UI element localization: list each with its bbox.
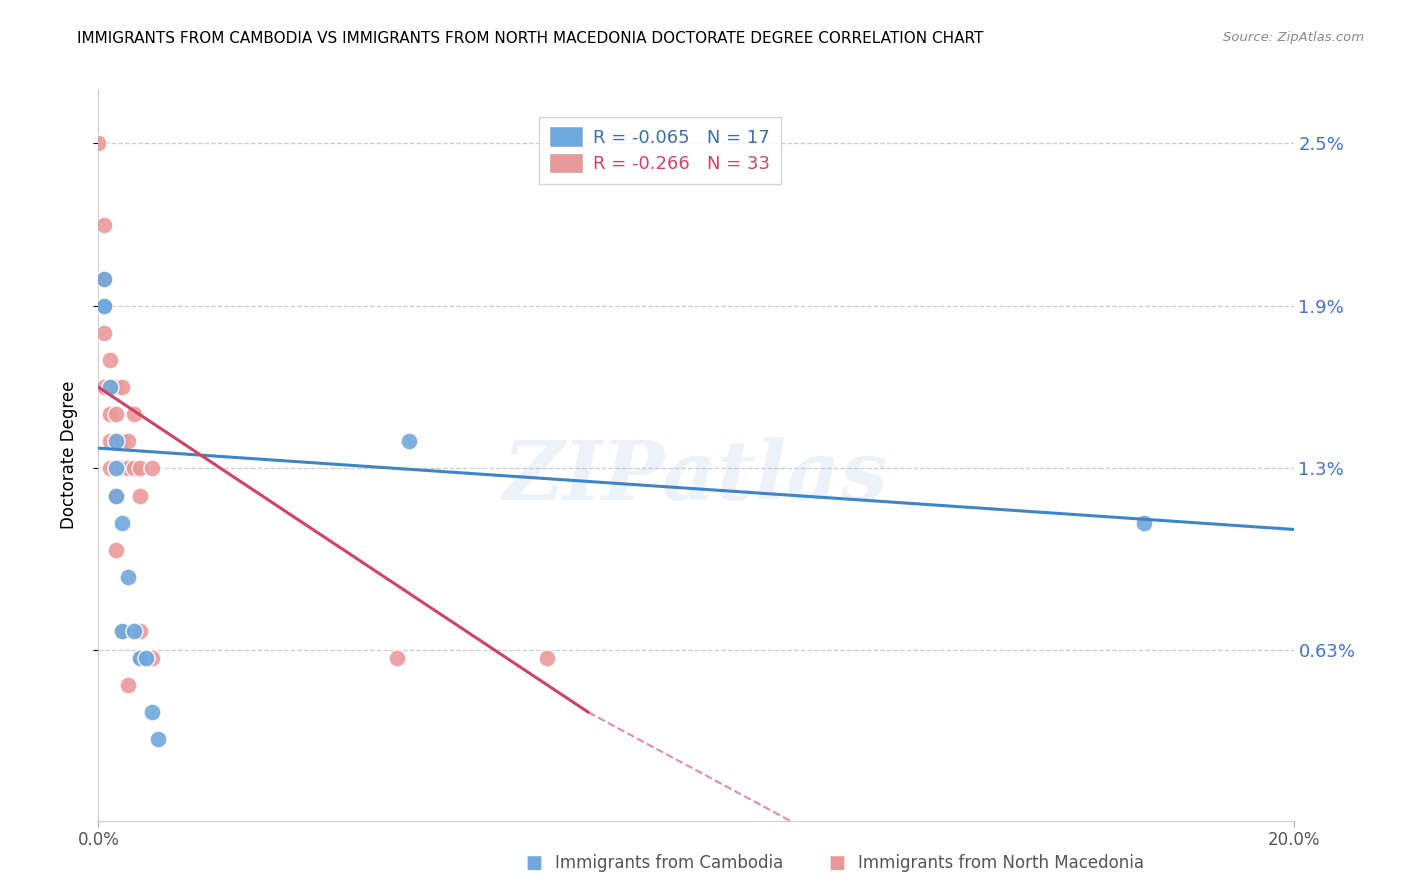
Point [105,542,128,557]
Text: ZIPatlas: ZIPatlas [503,437,889,516]
Point [129,651,152,665]
Point [98,461,122,475]
Point [111,624,134,638]
Point [141,461,163,475]
Text: Source: ZipAtlas.com: Source: ZipAtlas.com [1223,31,1364,45]
Point [117,434,139,449]
Point [93,299,115,313]
Point [98,380,122,394]
Text: IMMIGRANTS FROM CAMBODIA VS IMMIGRANTS FROM NORTH MACEDONIA DOCTORATE DEGREE COR: IMMIGRANTS FROM CAMBODIA VS IMMIGRANTS F… [77,31,984,46]
Point [93,299,115,313]
Text: ■: ■ [828,855,845,872]
Point [111,380,134,394]
Text: ■: ■ [526,855,543,872]
Point [93,272,115,286]
Point [1133,516,1156,530]
Text: Immigrants from Cambodia: Immigrants from Cambodia [555,855,783,872]
Point [129,624,152,638]
Point [129,461,152,475]
Point [93,326,115,340]
Point [398,434,420,449]
Point [105,489,128,503]
Point [117,678,139,692]
Point [111,434,134,449]
Point [141,706,163,720]
Point [105,434,128,449]
Point [98,407,122,421]
Point [124,407,146,421]
Point [98,353,122,368]
Point [117,461,139,475]
Y-axis label: Doctorate Degree: Doctorate Degree [59,381,77,529]
Point [111,624,134,638]
Point [105,489,128,503]
Point [93,218,115,232]
Point [385,651,409,665]
Point [141,651,163,665]
Point [135,651,157,665]
Point [105,434,128,449]
Point [124,461,146,475]
Point [105,407,128,421]
Point [105,461,128,475]
Point [111,461,134,475]
Legend: R = -0.065   N = 17, R = -0.266   N = 33: R = -0.065 N = 17, R = -0.266 N = 33 [538,117,782,184]
Point [536,651,558,665]
Point [105,461,128,475]
Point [129,651,152,665]
Point [105,380,128,394]
Point [135,651,157,665]
Point [117,570,139,584]
Point [129,489,152,503]
Point [148,732,170,747]
Text: Immigrants from North Macedonia: Immigrants from North Macedonia [858,855,1143,872]
Point [98,434,122,449]
Point [124,624,146,638]
Point [87,136,110,151]
Point [93,272,115,286]
Point [111,516,134,530]
Point [93,380,115,394]
